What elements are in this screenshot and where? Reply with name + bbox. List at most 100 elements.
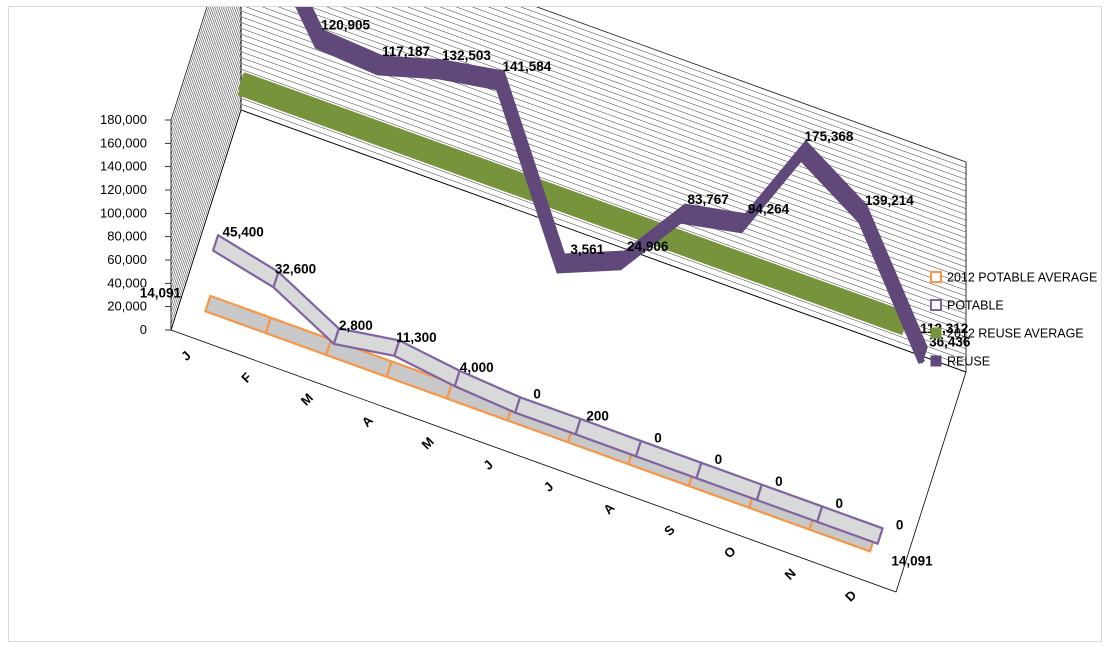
data-label: 0 (896, 518, 904, 533)
y-tick-label: 180,000 (100, 112, 147, 127)
series-point (325, 339, 332, 356)
gridline (170, 103, 967, 367)
gridline (170, 7, 967, 239)
series-point (204, 295, 212, 312)
data-label: 0 (715, 452, 723, 467)
x-category-label: A (359, 412, 377, 430)
legend: 2012 POTABLE AVERAGE POTABLE 2012 REUSE AV… (930, 271, 1097, 369)
series-point (393, 340, 400, 357)
gridline (170, 98, 967, 361)
series-point (446, 382, 453, 399)
gridline (170, 33, 967, 297)
y-tick-label: 160,000 (100, 135, 147, 150)
series-point (695, 462, 703, 479)
gridline (170, 7, 967, 174)
gridline (170, 7, 967, 268)
series-group (204, 7, 928, 553)
data-label: 0 (836, 496, 844, 511)
gridline (170, 7, 967, 180)
data-label: 94,264 (748, 202, 790, 217)
data-label: 200 (586, 408, 609, 423)
gridline (170, 7, 967, 192)
series-point (385, 361, 393, 378)
x-category-label: J (480, 457, 496, 473)
x-category-label: O (721, 543, 739, 561)
data-label: 175,368 (805, 129, 854, 144)
data-label: 139,214 (865, 193, 914, 208)
series-reuse (295, 7, 928, 364)
series-point (212, 234, 219, 251)
gridline (170, 7, 967, 262)
legend-swatch (930, 327, 942, 339)
legend-swatch (930, 355, 942, 367)
gridline (170, 57, 967, 320)
series-point (876, 528, 884, 544)
x-category-label: N (782, 565, 799, 582)
series-potable (212, 234, 884, 545)
data-label: 132,503 (442, 48, 491, 63)
gridline (170, 7, 967, 250)
data-label: 0 (533, 387, 541, 402)
gridline (170, 22, 967, 285)
x-category-label: A (600, 500, 618, 518)
gridline (170, 7, 967, 163)
gridline (170, 7, 967, 204)
series-point (333, 328, 340, 345)
x-category-label: J (178, 348, 194, 364)
x-category-label: M (419, 434, 437, 452)
x-category-label: S (661, 522, 678, 539)
data-label: 2,800 (339, 318, 373, 333)
data-label: 83,767 (687, 192, 728, 207)
data-label: 0 (775, 474, 783, 489)
data-label: 141,584 (502, 59, 551, 74)
gridline (170, 68, 967, 332)
gridline (170, 7, 967, 256)
legend-label: 2012 POTABLE AVERAGE (947, 271, 1097, 285)
y-axis-ticks: 0 20,000 40,000 60,000 80,000 100,000 120,000 1… (100, 112, 171, 337)
series-point (265, 317, 272, 334)
gridline (170, 7, 967, 186)
series-point (514, 397, 521, 413)
gridline (170, 7, 967, 244)
data-label: 4,000 (460, 360, 494, 375)
y-tick-label: 60,000 (107, 252, 147, 267)
data-label: 3,561 (570, 242, 604, 257)
x-category-label: M (298, 390, 316, 408)
legend-label: 2012 REUSE AVERAGE (947, 327, 1084, 341)
y-tick-label: 100,000 (100, 205, 147, 220)
data-label: 120,905 (321, 18, 370, 33)
series-point (756, 484, 763, 501)
y-tick-label: 80,000 (107, 229, 147, 244)
series-point (454, 370, 461, 387)
y-tick-label: 20,000 (107, 299, 147, 314)
x-category-label: J (541, 479, 557, 495)
series-line (237, 82, 907, 336)
data-label: 14,091 (140, 285, 182, 300)
gridline (170, 10, 967, 274)
series-point (816, 506, 823, 523)
legend-label: REUSE (947, 355, 990, 369)
data-label: 0 (654, 430, 662, 445)
legend-label: POTABLE (947, 299, 1004, 313)
series-point (635, 440, 642, 457)
data-label: 14,091 (891, 553, 933, 568)
series-point (574, 418, 582, 435)
chart-area: 0 20,000 40,000 60,000 80,000 100,000 120,000 1… (8, 6, 1102, 642)
y-tick-label: 120,000 (100, 182, 147, 197)
gridline (170, 7, 967, 227)
data-label: 24,906 (627, 239, 669, 254)
x-category-label: D (842, 587, 859, 604)
data-label: 117,187 (382, 44, 430, 59)
legend-swatch (930, 299, 942, 311)
data-label: 11,300 (396, 330, 437, 345)
gridline (170, 7, 967, 233)
gridline (170, 7, 967, 209)
series-segment (799, 140, 868, 222)
chart-walls (170, 7, 967, 593)
gridline (170, 7, 967, 198)
y-tick-label: 140,000 (100, 159, 147, 174)
y-tick-label: 40,000 (107, 275, 147, 290)
gridline (170, 16, 967, 279)
gridline (170, 7, 967, 221)
series-line (295, 7, 926, 364)
